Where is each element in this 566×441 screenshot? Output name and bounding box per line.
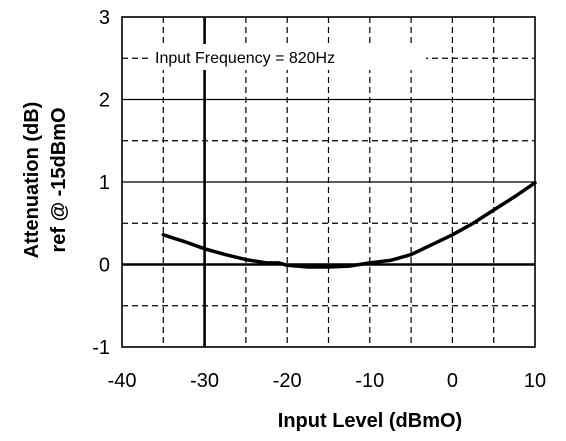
- y-axis-title-line1: Attenuation (dB): [21, 102, 43, 259]
- y-tick-label: 0: [99, 255, 110, 277]
- y-axis-title-line2: ref @ -15dBmO: [48, 107, 70, 252]
- y-tick-label: -1: [92, 337, 110, 359]
- annotation-background: [148, 44, 426, 70]
- x-tick-label: -40: [108, 370, 137, 392]
- grid: [122, 17, 535, 347]
- y-tick-label: 1: [99, 172, 110, 194]
- x-tick-label: -30: [190, 370, 219, 392]
- y-tick-label: 3: [99, 7, 110, 29]
- x-tick-label: -10: [355, 370, 384, 392]
- x-tick-label: 10: [524, 370, 546, 392]
- y-tick-label: 2: [99, 90, 110, 112]
- x-axis-title: Input Level (dBmO): [278, 410, 462, 432]
- x-tick-label: -20: [273, 370, 302, 392]
- x-tick-label: 0: [447, 370, 458, 392]
- series-layer: [161, 181, 537, 269]
- series-line-attenuation: [161, 181, 537, 269]
- annotation-input-frequency: Input Frequency = 820Hz: [155, 50, 335, 67]
